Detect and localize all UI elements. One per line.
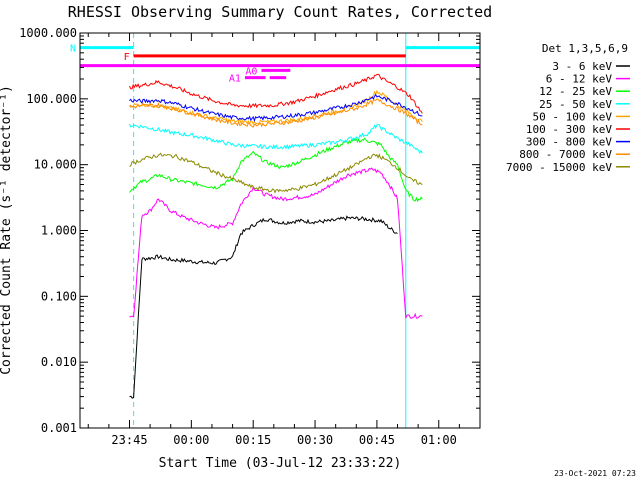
- series-line: [129, 98, 423, 128]
- x-axis-label: Start Time (03-Jul-12 23:33:22): [159, 456, 402, 471]
- plot-frame: [79, 32, 481, 429]
- annotation-label: A1: [229, 74, 241, 85]
- x-tick-label: 00:45: [359, 433, 395, 447]
- legend-label: 25 - 50 keV: [539, 98, 612, 111]
- legend-label: 800 - 7000 keV: [519, 148, 612, 161]
- x-tick-label: 23:45: [111, 433, 147, 447]
- annotation-label: N: [70, 44, 76, 55]
- y-tick-label: 1000.000: [19, 26, 77, 40]
- annotation-label: F: [124, 52, 130, 63]
- series-line: [129, 73, 423, 114]
- chart-title: RHESSI Observing Summary Count Rates, Co…: [68, 3, 492, 21]
- x-tick-label: 00:30: [297, 433, 333, 447]
- series-line: [129, 215, 398, 399]
- series-line: [129, 123, 423, 154]
- x-tick-label: 00:15: [235, 433, 271, 447]
- x-tick-label: 00:00: [173, 433, 209, 447]
- legend-title: Det 1,3,5,6,9: [542, 42, 628, 55]
- legend-label: 50 - 100 keV: [533, 110, 613, 123]
- series-line: [129, 93, 423, 123]
- legend-label: 7000 - 15000 keV: [506, 161, 612, 174]
- y-tick-label: 0.010: [41, 355, 77, 369]
- series-line: [129, 167, 423, 319]
- legend-label: 6 - 12 keV: [546, 73, 613, 86]
- y-tick-label: 100.000: [26, 92, 77, 106]
- legend-label: 3 - 6 keV: [552, 60, 612, 73]
- y-tick-label: 0.001: [41, 421, 77, 435]
- legend-label: 12 - 25 keV: [539, 85, 612, 98]
- annotation-label: A0: [245, 66, 257, 77]
- legend-label: 300 - 800 keV: [526, 136, 612, 149]
- y-axis-label: Corrected Count Rate (s⁻¹ detector⁻¹): [0, 85, 14, 375]
- y-tick-label: 0.100: [41, 289, 77, 303]
- x-tick-label: 01:00: [421, 433, 457, 447]
- series-line: [129, 137, 423, 203]
- y-tick-label: 10.000: [34, 158, 77, 172]
- series-line: [129, 152, 423, 194]
- timestamp: 23-Oct-2021 07:23: [554, 469, 636, 478]
- y-tick-label: 1.000: [41, 224, 77, 238]
- legend-label: 100 - 300 keV: [526, 123, 612, 136]
